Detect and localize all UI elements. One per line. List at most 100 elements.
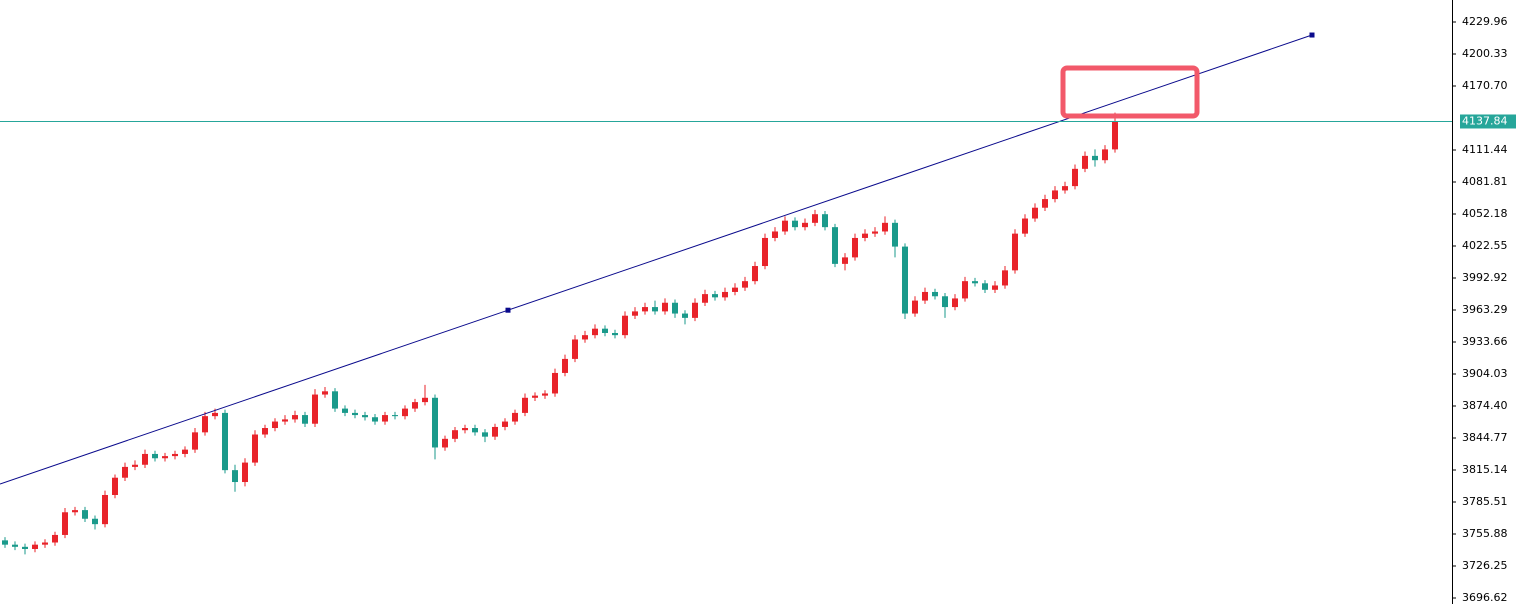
candle-body: [382, 415, 388, 422]
candle-body: [432, 397, 438, 448]
y-tick-label: 3755.88: [1462, 527, 1508, 540]
candle-body: [22, 546, 28, 549]
candle-body: [372, 417, 378, 422]
candle-body: [892, 222, 898, 247]
candle-body: [742, 281, 748, 288]
candle-body: [332, 391, 338, 409]
candle-body: [972, 281, 978, 284]
candle-body: [292, 415, 298, 420]
candle-body: [192, 432, 198, 450]
candle-body: [92, 518, 98, 525]
candle-body: [452, 430, 458, 439]
candle-body: [392, 415, 398, 417]
candle-body: [1102, 149, 1108, 161]
candle-body: [1022, 218, 1028, 234]
candle-body: [1092, 155, 1098, 161]
candle-body: [262, 428, 268, 435]
candle-body: [202, 416, 208, 433]
candle-body: [912, 300, 918, 314]
y-axis: 4229.96 4200.33 4170.70 4111.44 4081.81 4052.…: [1452, 15, 1516, 604]
candle-body: [672, 302, 678, 314]
y-tick-label: 3696.62: [1462, 591, 1508, 604]
candle-body: [932, 291, 938, 297]
candle-body: [532, 395, 538, 398]
candle-body: [872, 231, 878, 234]
candle-body: [1062, 186, 1068, 191]
candle-body: [682, 313, 688, 318]
trendline: [0, 34, 1313, 485]
candle-body: [982, 283, 988, 290]
candle-body: [942, 296, 948, 308]
plot-area: [0, 32, 1452, 555]
candle-body: [342, 408, 348, 413]
candle-body: [352, 412, 358, 416]
candle-body: [252, 434, 258, 463]
candle-body: [82, 510, 88, 519]
candle-body: [102, 494, 108, 525]
candle-body: [842, 257, 848, 264]
candle-body: [322, 391, 328, 395]
candle-body: [562, 358, 568, 373]
y-tick-label: 3726.25: [1462, 559, 1508, 572]
candle-body: [482, 432, 488, 437]
candle-body: [222, 412, 228, 471]
y-tick-label: 3904.03: [1462, 367, 1508, 380]
y-tick-label: 4081.81: [1462, 175, 1508, 188]
y-tick-label: 3963.29: [1462, 303, 1508, 316]
candle-body: [732, 287, 738, 292]
candle-body: [462, 428, 468, 431]
candle-body: [422, 397, 428, 403]
candle-body: [902, 246, 908, 314]
candle-body: [302, 415, 308, 424]
candle-body: [472, 428, 478, 433]
candle-body: [112, 477, 118, 495]
candle-body: [1072, 168, 1078, 187]
candle-body: [142, 453, 148, 465]
candle-body: [722, 291, 728, 298]
candle-body: [822, 214, 828, 228]
candle-body: [792, 220, 798, 228]
candle-body: [1002, 270, 1008, 286]
candle-body: [652, 307, 658, 312]
y-tick-label: 4052.18: [1462, 207, 1508, 220]
candle-body: [852, 237, 858, 258]
candle-body: [952, 298, 958, 308]
candle-body: [882, 222, 888, 232]
y-tick-label: 4229.96: [1462, 15, 1508, 28]
candle-body: [692, 302, 698, 318]
highlight-box: [1060, 65, 1200, 119]
candle-body: [2, 540, 8, 545]
candle-body: [122, 466, 128, 478]
candle-body: [602, 328, 608, 333]
candle-body: [512, 412, 518, 422]
candle-body: [632, 311, 638, 316]
candle-body: [232, 470, 238, 483]
candle-body: [42, 542, 48, 545]
candle-body: [772, 231, 778, 238]
candle-body: [862, 233, 868, 238]
candle-body: [1082, 155, 1088, 169]
candle-body: [922, 291, 928, 301]
trendline-anchor: [1309, 32, 1315, 38]
candle-body: [1052, 190, 1058, 200]
candle-body: [272, 421, 278, 429]
candle-body: [1012, 233, 1018, 271]
y-tick-label: 3992.92: [1462, 271, 1508, 284]
y-tick-label: 3844.77: [1462, 431, 1508, 444]
candle-body: [162, 456, 168, 459]
candle-body: [592, 328, 598, 336]
candle-body: [812, 214, 818, 223]
candle-body: [542, 393, 548, 396]
candle-body: [522, 397, 528, 413]
candle-body: [962, 281, 968, 299]
candle-body: [712, 294, 718, 298]
candle-body: [662, 302, 668, 312]
last-price-label: 4137.84: [1462, 114, 1508, 127]
y-tick-label: 3785.51: [1462, 495, 1508, 508]
candle-body: [312, 394, 318, 424]
y-tick-label: 4170.70: [1462, 79, 1508, 92]
candle-body: [612, 332, 618, 336]
candle-body: [132, 464, 138, 467]
trendline-anchor: [505, 307, 511, 313]
